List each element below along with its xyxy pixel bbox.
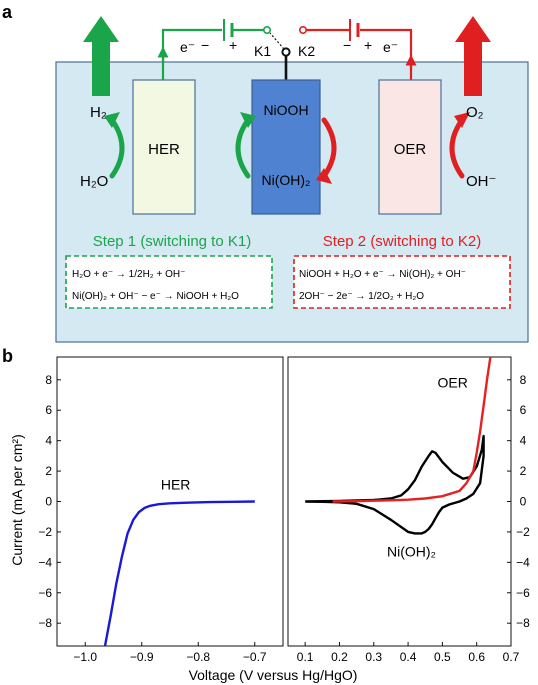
series-line-0 <box>305 434 485 535</box>
y-tick-label: 8 <box>45 373 52 387</box>
step2-equation-2: 2OH⁻ − 2e⁻ → 1/2O₂ + H₂O <box>299 291 424 302</box>
o2-label: O₂ <box>466 104 484 121</box>
oer-chart: 0.1 0.2 0.3 0.4 0.5 0.6 0.7 8 6 4 2 0 −2 −4 −6 −8 OER Ni(… <box>287 356 530 664</box>
step2-title: Step 2 (switching to K2) <box>323 233 481 250</box>
h2o-label: H₂O <box>80 173 108 190</box>
panel-b-label: b <box>2 346 13 366</box>
k1-contact <box>262 25 271 34</box>
her-electrode-label: HER <box>148 141 180 158</box>
x-tick-label: −1.0 <box>73 650 97 664</box>
oer-reaction-arrow <box>449 112 470 179</box>
y-tick-label: 2 <box>520 464 527 478</box>
left-minus-sign: − <box>201 37 209 53</box>
right-plus-sign: + <box>364 37 372 53</box>
h2-output-arrow <box>83 16 119 96</box>
x-tick-label: 0.3 <box>365 650 382 664</box>
her-reaction-arrow <box>104 112 125 179</box>
right-electron-label: e⁻ <box>383 39 398 55</box>
panel-b: b Current (mA per cm²) Voltage (V versus… <box>2 346 530 683</box>
step1-equation-2: Ni(OH)₂ + OH⁻ − e⁻ → NiOOH + H₂O <box>72 291 239 302</box>
y-tick-label: 4 <box>520 434 527 448</box>
nickel-right-reaction-arrow <box>316 117 337 184</box>
step2-equation-box <box>293 255 511 309</box>
oh-minus-label: OH⁻ <box>466 173 496 190</box>
step1-equation-1: H₂O + e⁻ → 1/2H₂ + OH⁻ <box>72 269 185 280</box>
panel-a: a e⁻ − + <box>2 2 529 343</box>
her-chart: −1.0 −0.9 −0.8 −0.7 8 6 4 2 0 −2 −4 −6 −8 HER <box>38 356 284 664</box>
niooh-label: NiOOH <box>263 102 308 118</box>
o2-output-arrow <box>455 16 491 96</box>
x-tick-label: 0.5 <box>434 650 451 664</box>
annotation-label: Ni(OH)₂ <box>387 543 436 559</box>
oer-electrode <box>378 79 442 215</box>
x-tick-label: 0.6 <box>468 650 485 664</box>
y-tick-label: 4 <box>45 434 52 448</box>
oer-electrode-label: OER <box>394 141 427 158</box>
x-tick-label: −0.8 <box>186 650 210 664</box>
h2-label: H₂ <box>90 104 107 121</box>
step2-equation-1: NiOOH + H₂O + e⁻ → Ni(OH)₂ + OH⁻ <box>299 269 466 280</box>
y-axis-title: Current (mA per cm²) <box>9 434 25 565</box>
left-electron-label: e⁻ <box>180 39 195 55</box>
y-tick-label: 2 <box>45 464 52 478</box>
panel-a-label: a <box>2 2 13 22</box>
y-tick-label: 8 <box>520 373 527 387</box>
y-tick-label: 0 <box>520 495 527 509</box>
nioh2-label: Ni(OH)₂ <box>262 172 311 188</box>
y-tick-label: −4 <box>516 555 530 569</box>
annotation-label: HER <box>161 476 191 492</box>
y-tick-label: −8 <box>38 616 52 630</box>
y-tick-label: −2 <box>516 525 530 539</box>
y-tick-label: −4 <box>38 555 52 569</box>
y-tick-label: −8 <box>516 616 530 630</box>
x-tick-label: 0.7 <box>503 650 520 664</box>
step1-title: Step 1 (switching to K1) <box>93 233 251 250</box>
k2-contact <box>298 25 307 34</box>
x-tick-label: 0.4 <box>400 650 417 664</box>
switch: K1 K2 <box>254 32 315 80</box>
y-tick-label: 6 <box>45 403 52 417</box>
nickel-electrode <box>251 79 321 215</box>
x-tick-label: −0.7 <box>243 650 267 664</box>
x-tick-label: −0.9 <box>130 650 154 664</box>
nickel-left-reaction-arrow <box>235 112 256 179</box>
her-electrode <box>132 79 196 215</box>
step1-equation-box <box>65 255 273 309</box>
y-tick-label: −6 <box>516 586 530 600</box>
right-circuit: − + e⁻ <box>298 19 417 80</box>
annotation-label: OER <box>438 374 468 390</box>
x-axis-title: Voltage (V versus Hg/HgO) <box>189 667 358 683</box>
switch-k2-label: K2 <box>298 43 315 59</box>
series-line-0 <box>103 500 255 646</box>
switch-k1-label: K1 <box>254 43 271 59</box>
x-tick-label: 0.2 <box>331 650 348 664</box>
y-tick-label: −6 <box>38 586 52 600</box>
series-line-1 <box>332 357 492 503</box>
right-minus-sign: − <box>343 37 351 53</box>
left-plus-sign: + <box>229 37 237 53</box>
switch-pivot <box>281 47 291 57</box>
y-tick-label: −2 <box>38 525 52 539</box>
left-circuit: e⁻ − + <box>157 19 271 80</box>
y-tick-label: 6 <box>520 403 527 417</box>
x-tick-label: 0.1 <box>297 650 314 664</box>
y-tick-label: 0 <box>45 495 52 509</box>
